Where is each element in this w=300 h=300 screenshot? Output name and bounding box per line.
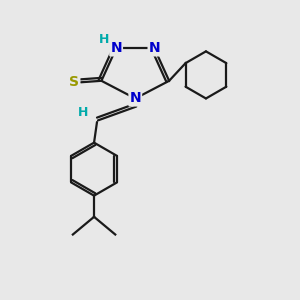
Text: N: N	[130, 92, 141, 106]
Text: H: H	[78, 106, 88, 119]
Text: S: S	[69, 75, 79, 89]
Text: N: N	[148, 41, 160, 56]
Text: H: H	[99, 33, 109, 46]
Text: N: N	[110, 41, 122, 56]
